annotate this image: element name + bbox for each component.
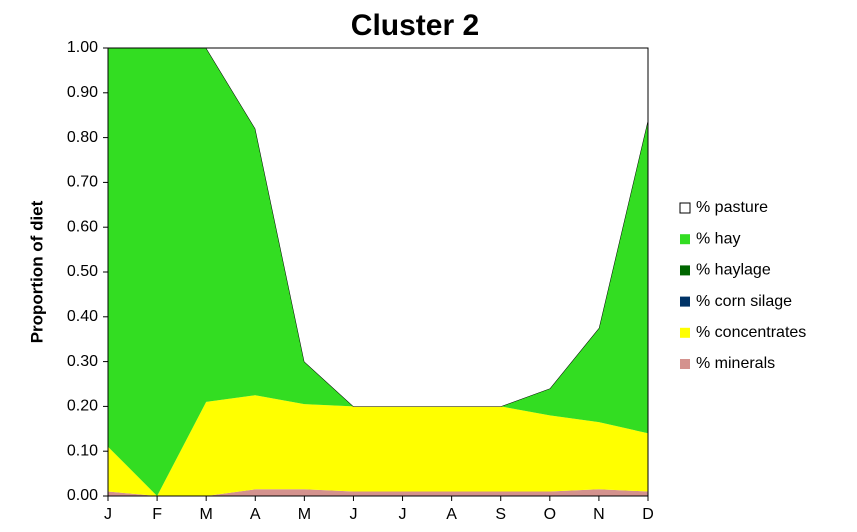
y-tick-label: 0.20 <box>67 398 98 415</box>
y-tick-label: 0.70 <box>67 174 98 191</box>
legend-label: % concentrates <box>696 324 806 341</box>
legend-label: % haylage <box>696 262 771 279</box>
legend-label: % pasture <box>696 199 768 216</box>
y-tick-label: 0.40 <box>67 308 98 325</box>
legend-swatch <box>680 359 690 369</box>
y-tick-label: 0.90 <box>67 84 98 101</box>
legend-label: % hay <box>696 230 740 247</box>
x-tick-label: O <box>544 506 556 523</box>
y-tick-label: 0.80 <box>67 129 98 146</box>
x-tick-label: J <box>349 506 357 523</box>
x-tick-label: M <box>298 506 311 523</box>
y-tick-label: 1.00 <box>67 39 98 56</box>
y-tick-label: 0.50 <box>67 263 98 280</box>
legend-label: % corn silage <box>696 293 792 310</box>
y-axis-label: Proportion of diet <box>27 200 46 343</box>
area <box>108 395 648 496</box>
area <box>108 48 648 407</box>
x-tick-label: J <box>104 506 112 523</box>
legend-swatch <box>679 202 691 214</box>
x-tick-label: A <box>250 506 261 523</box>
x-tick-label: F <box>152 506 162 523</box>
x-tick-label: A <box>446 506 457 523</box>
legend-swatch <box>680 234 690 245</box>
x-tick-label: M <box>200 506 213 523</box>
legend-label: % minerals <box>696 355 775 372</box>
x-tick-label: J <box>399 506 407 523</box>
y-tick-label: 0.60 <box>67 218 98 235</box>
area <box>108 489 648 496</box>
legend-swatch <box>680 327 690 338</box>
y-tick-label: 0.00 <box>67 487 98 504</box>
y-tick-label: 0.30 <box>67 353 98 370</box>
x-tick-label: S <box>495 506 506 523</box>
y-tick-label: 0.10 <box>67 442 98 459</box>
legend-swatch <box>680 265 690 276</box>
x-tick-label: N <box>593 506 605 523</box>
legend-swatch <box>680 296 690 307</box>
chart-title: Cluster 2 <box>351 9 479 42</box>
area <box>108 48 648 496</box>
x-tick-label: D <box>642 506 654 523</box>
